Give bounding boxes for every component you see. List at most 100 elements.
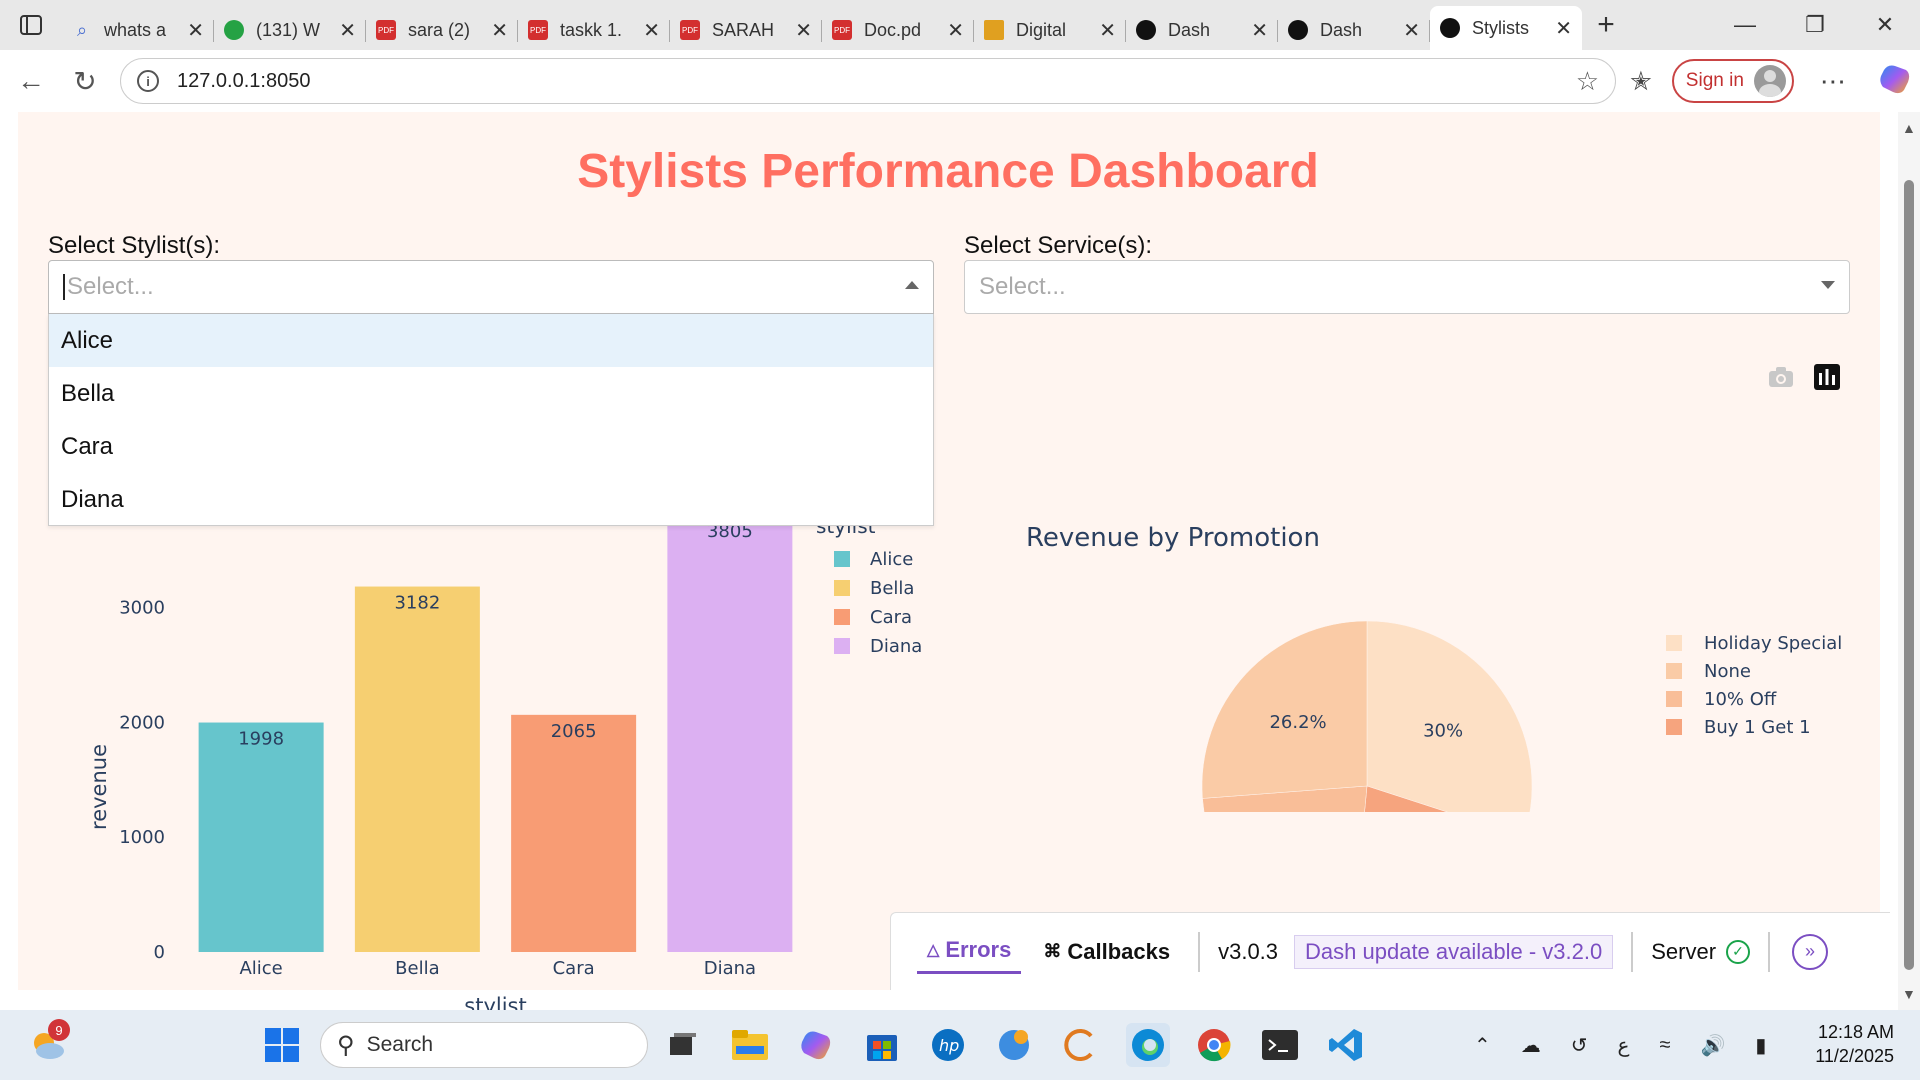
scroll-up-icon[interactable]: ▲ — [1902, 120, 1916, 136]
legend-label: Alice — [870, 549, 913, 570]
sync-icon[interactable]: ↺ — [1570, 1034, 1588, 1057]
pie-slice-label: 26.2% — [1269, 712, 1326, 733]
edge-icon[interactable] — [1126, 1023, 1170, 1067]
pie-slice — [1202, 785, 1368, 812]
browser-tab[interactable]: ⌕ whats a ✕ — [62, 10, 214, 50]
camera-icon[interactable] — [1768, 366, 1794, 388]
debug-separator — [1198, 931, 1201, 972]
reload-icon: ↻ — [73, 65, 97, 97]
scrollbar-thumb[interactable] — [1904, 180, 1914, 970]
server-label: Server — [1651, 938, 1717, 964]
volume-icon[interactable]: 🔊 — [1700, 1034, 1726, 1057]
browser-tab[interactable]: Dash ✕ — [1278, 10, 1430, 50]
new-tab-button[interactable]: + — [1597, 8, 1615, 41]
sign-in-label: Sign in — [1685, 70, 1744, 91]
close-tab-icon[interactable]: ✕ — [1251, 19, 1268, 42]
close-tab-icon[interactable]: ✕ — [643, 19, 660, 42]
stylist-option[interactable]: Bella — [61, 379, 115, 407]
back-arrow-icon: ← — [17, 65, 45, 96]
update-available-badge[interactable]: Dash update available - v3.2.0 — [1294, 934, 1614, 969]
stylist-option[interactable]: Alice — [49, 314, 933, 367]
x-tick-label: Diana — [704, 958, 756, 979]
stylist-option[interactable]: Diana — [61, 485, 124, 513]
file-explorer-icon[interactable] — [728, 1023, 772, 1067]
chrome-icon[interactable] — [1192, 1023, 1236, 1067]
task-view-icon[interactable] — [660, 1023, 704, 1067]
browser-tab[interactable]: PDF SARAH ✕ — [670, 10, 822, 50]
favorite-star-icon[interactable]: ☆ — [1575, 65, 1599, 96]
page-scrollbar[interactable]: ▲ ▼ — [1898, 112, 1920, 1010]
scroll-down-icon[interactable]: ▼ — [1902, 986, 1916, 1002]
close-tab-icon[interactable]: ✕ — [187, 19, 204, 42]
pie-legend-label: Holiday Special — [1704, 633, 1842, 654]
pdf-icon: PDF — [376, 20, 396, 40]
taskbar-search[interactable]: ⚲ Search — [320, 1022, 648, 1068]
hp-icon[interactable]: hp — [926, 1023, 970, 1067]
collapse-debug-button[interactable]: » — [1792, 933, 1829, 970]
close-tab-icon[interactable]: ✕ — [1403, 19, 1420, 42]
store-icon[interactable] — [860, 1023, 904, 1067]
browser-tab[interactable]: PDF Doc.pd ✕ — [822, 10, 974, 50]
more-menu-icon[interactable]: ⋯ — [1819, 65, 1848, 96]
chevron-up-icon[interactable]: ⌃ — [1474, 1034, 1491, 1057]
close-tab-icon[interactable]: ✕ — [947, 19, 964, 42]
close-tab-icon[interactable]: ✕ — [795, 19, 812, 42]
errors-tab[interactable]: △ Errors — [917, 930, 1022, 974]
tab-actions-button[interactable] — [0, 0, 62, 50]
vscode-icon[interactable] — [1324, 1023, 1368, 1067]
callbacks-graph-icon: ⌘ — [1043, 941, 1062, 961]
back-button[interactable]: ← — [4, 65, 58, 97]
wifi-icon[interactable]: ≈ — [1659, 1033, 1671, 1056]
stylist-dropdown-placeholder: Select... — [67, 273, 154, 300]
pie-slice — [1201, 620, 1368, 799]
close-tab-icon[interactable]: ✕ — [1099, 19, 1116, 42]
copilot-app-icon[interactable] — [794, 1023, 838, 1067]
reload-button[interactable]: ↻ — [58, 65, 112, 98]
address-bar[interactable]: i 127.0.0.1:8050 ☆ — [120, 58, 1616, 104]
close-tab-icon[interactable]: ✕ — [1555, 17, 1572, 40]
close-tab-icon[interactable]: ✕ — [491, 19, 508, 42]
restore-button[interactable]: ❐ — [1805, 12, 1825, 37]
callbacks-tab[interactable]: ⌘ Callbacks — [1033, 930, 1180, 974]
plotly-logo-icon[interactable] — [1814, 364, 1840, 390]
notch-app-icon[interactable] — [1058, 1023, 1102, 1067]
terminal-icon[interactable] — [1258, 1023, 1302, 1067]
browser-tab-title: Doc.pd — [864, 19, 922, 40]
browser-tab[interactable]: Dash ✕ — [1126, 10, 1278, 50]
errors-tab-label: Errors — [945, 937, 1012, 962]
service-dropdown[interactable]: Select... — [964, 260, 1850, 314]
weather-widget[interactable]: 9 — [26, 1019, 70, 1067]
browser-tab[interactable]: Stylists ✕ — [1430, 6, 1582, 50]
browser-tab[interactable]: Digital ✕ — [974, 10, 1126, 50]
start-button[interactable] — [260, 1023, 304, 1067]
dash-version: v3.0.3 — [1218, 938, 1279, 964]
site-info-icon[interactable]: i — [137, 70, 159, 92]
browser-tab[interactable]: (131) W ✕ — [214, 10, 366, 50]
sign-in-button[interactable]: Sign in — [1671, 59, 1794, 103]
caret-down-icon[interactable] — [1821, 281, 1835, 289]
input-language[interactable]: ع — [1617, 1034, 1630, 1057]
caret-up-icon[interactable] — [905, 281, 919, 289]
network-off-icon[interactable]: ☁ — [1520, 1034, 1541, 1057]
browser-tab-title: whats a — [104, 19, 167, 40]
y-tick-label: 0 — [154, 942, 165, 963]
stylist-option[interactable]: Cara — [61, 432, 114, 460]
browser-tab[interactable]: PDF taskk 1. ✕ — [518, 10, 670, 50]
url-text[interactable]: 127.0.0.1:8050 — [177, 69, 311, 92]
window-controls: — ❐ ✕ — [1710, 0, 1920, 50]
favorites-icon[interactable]: ✭ — [1630, 65, 1652, 96]
clock[interactable]: 12:18 AM 11/2/2025 — [1815, 1020, 1894, 1068]
windows-logo-icon — [265, 1028, 299, 1062]
stylist-dropdown[interactable]: Select... — [48, 260, 934, 314]
service-dropdown-placeholder: Select... — [979, 273, 1066, 300]
close-window-button[interactable]: ✕ — [1875, 12, 1895, 37]
check-circle-icon: ✓ — [1726, 939, 1751, 964]
close-tab-icon[interactable]: ✕ — [339, 19, 356, 42]
browser-tab[interactable]: PDF sara (2) ✕ — [366, 10, 518, 50]
globe-app-icon[interactable] — [992, 1023, 1036, 1067]
minimize-button[interactable]: — — [1734, 12, 1756, 37]
weather-icon — [34, 1033, 64, 1059]
copilot-icon[interactable] — [1878, 62, 1912, 101]
y-tick-label: 1000 — [119, 827, 165, 848]
battery-icon[interactable]: ▮ — [1755, 1034, 1767, 1057]
